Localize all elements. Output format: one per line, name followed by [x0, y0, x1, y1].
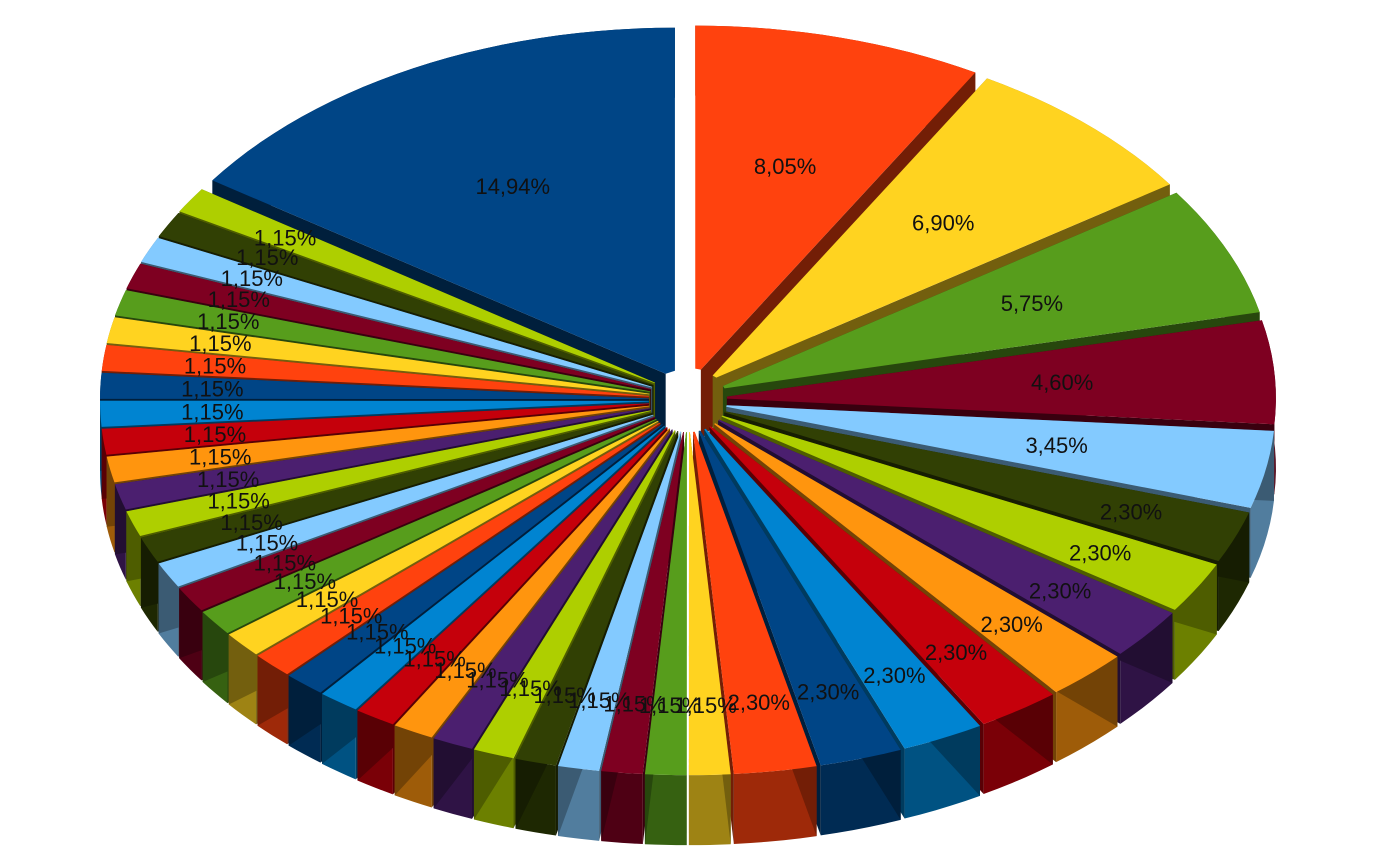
data-label: 1,15%	[236, 530, 298, 555]
data-label: 5,75%	[1001, 291, 1063, 316]
pie-slice-top	[114, 408, 651, 510]
pie-slice-top	[357, 427, 668, 725]
pie-slice-top	[141, 237, 653, 388]
pie-slice-top	[692, 431, 817, 774]
data-label: 2,30%	[925, 640, 987, 665]
data-label: 3,45%	[1025, 433, 1087, 458]
data-label: 1,15%	[197, 309, 259, 334]
data-label: 2,30%	[1100, 500, 1162, 525]
data-label: 1,15%	[346, 619, 408, 644]
data-label: 1,15%	[674, 693, 736, 718]
pie-slice-top	[212, 27, 675, 374]
data-label: 1,15%	[403, 646, 465, 671]
pie-slice-top	[158, 213, 654, 386]
data-label: 1,15%	[184, 422, 246, 447]
pie-slice-top	[433, 429, 673, 749]
pie-slice-top	[202, 418, 657, 634]
data-label: 1,15%	[197, 467, 259, 492]
data-label: 14,94%	[475, 174, 550, 199]
pie-slice-top	[179, 189, 656, 384]
data-label: 1,15%	[189, 445, 251, 470]
pie-slice-top	[100, 372, 649, 400]
pie-slice-top	[644, 432, 687, 776]
pie-slice-top	[394, 428, 671, 738]
pie-slice-top	[557, 431, 682, 771]
data-label: 1,15%	[181, 376, 243, 401]
data-label: 1,15%	[181, 399, 243, 424]
data-label: 1,15%	[236, 245, 298, 270]
data-label: 1,15%	[603, 691, 665, 716]
pie-slice-top	[722, 192, 1260, 389]
data-label: 1,15%	[221, 266, 283, 291]
pie-slice-top	[106, 405, 650, 483]
pie-slice-top	[140, 412, 653, 562]
data-label: 1,15%	[499, 676, 561, 701]
pie-slice-top	[712, 78, 1170, 378]
pie-slice-top	[688, 432, 731, 776]
pie-slice-top	[704, 428, 981, 749]
pie-slice	[692, 431, 817, 844]
pie-slice-top	[101, 403, 650, 455]
data-label: 1,15%	[374, 633, 436, 658]
pie-slice-top	[257, 422, 661, 675]
pie-slice-top	[100, 400, 649, 427]
data-label: 1,15%	[207, 489, 269, 514]
pie-slice-top	[126, 263, 652, 390]
pie-slice-top	[726, 320, 1276, 425]
pie-slice-top	[101, 344, 650, 397]
pie-slice	[644, 432, 687, 846]
pie-slice-top	[724, 411, 1250, 562]
pie-slice-top	[714, 423, 1118, 693]
data-label: 1,15%	[220, 510, 282, 535]
pie-slice-top	[228, 420, 659, 655]
data-label: 2,30%	[1069, 541, 1131, 566]
data-label: 1,15%	[208, 287, 270, 312]
data-label: 1,15%	[274, 569, 336, 594]
pie-slice-top	[158, 414, 654, 587]
pie-slice-side	[644, 774, 687, 846]
pie-slice-top	[322, 425, 666, 710]
pie-slice-top	[288, 424, 663, 693]
data-label: 8,05%	[754, 154, 816, 179]
data-label: 1,15%	[639, 693, 701, 718]
data-label: 1,15%	[568, 688, 630, 713]
data-label: 2,30%	[980, 612, 1042, 637]
data-label: 1,15%	[320, 604, 382, 629]
pie-slice-top	[115, 290, 651, 392]
pie-slice-top	[473, 430, 676, 759]
data-label: 2,30%	[728, 690, 790, 715]
pie-slice-top	[601, 431, 685, 775]
data-label: 2,30%	[1029, 578, 1091, 603]
pie-slice-top	[695, 25, 976, 370]
data-label: 6,90%	[912, 210, 974, 235]
pie-slice-side	[688, 774, 731, 846]
pie-slice-top	[721, 415, 1217, 610]
pie-slice-top	[106, 317, 650, 395]
pie-slice-top	[718, 419, 1173, 654]
pie-slice	[688, 432, 731, 846]
data-label: 1,15%	[533, 683, 595, 708]
pie-slice-top	[726, 405, 1274, 508]
data-label: 2,30%	[797, 680, 859, 705]
data-label: 1,15%	[434, 658, 496, 683]
data-label: 1,15%	[254, 550, 316, 575]
data-label: 4,60%	[1031, 370, 1093, 395]
pie-slice-top	[179, 416, 656, 611]
data-label: 1,15%	[466, 668, 528, 693]
data-label: 2,30%	[863, 663, 925, 688]
data-label: 1,15%	[189, 331, 251, 356]
pie-slice-top	[709, 426, 1053, 724]
pie-slice-top	[126, 410, 652, 537]
data-label: 1,15%	[184, 354, 246, 379]
data-label: 1,15%	[296, 587, 358, 612]
pie-slice-top	[698, 430, 901, 766]
data-label: 1,15%	[254, 225, 316, 250]
pie-slice-side	[733, 766, 817, 844]
pie-slice-top	[515, 431, 679, 766]
